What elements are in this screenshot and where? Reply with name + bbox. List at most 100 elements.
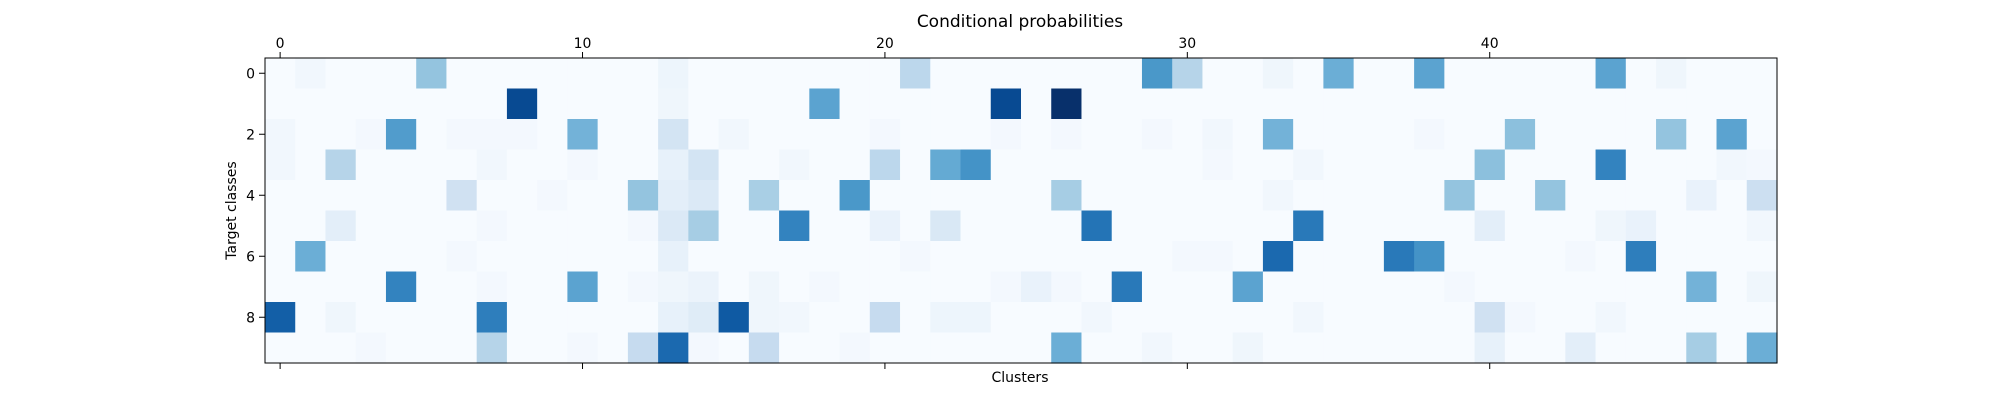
heatmap-cell-r4-c23 [960, 180, 992, 212]
heatmap-cell-r4-c16 [748, 180, 780, 212]
heatmap-cell-r1-c44 [1595, 88, 1627, 120]
heatmap-cell-r4-c15 [718, 180, 750, 212]
heatmap-cell-r4-c4 [385, 180, 417, 212]
heatmap-cell-r6-c0 [265, 241, 296, 273]
heatmap-cell-r0-c9 [537, 58, 568, 90]
y-tick-label-6: 6 [246, 249, 255, 265]
heatmap-cell-r4-c2 [325, 180, 357, 212]
heatmap-cell-r4-c19 [839, 180, 871, 212]
heatmap-cell-r8-c29 [1141, 302, 1173, 334]
heatmap-cell-r3-c33 [1262, 149, 1294, 181]
heatmap-cell-r1-c41 [1504, 88, 1536, 120]
heatmap-cell-r0-c15 [718, 58, 750, 90]
heatmap-cell-r7-c17 [779, 271, 810, 303]
heatmap-cell-r7-c25 [1021, 271, 1052, 303]
heatmap-cell-r6-c39 [1444, 241, 1476, 273]
heatmap-cell-r9-c30 [1172, 332, 1204, 364]
heatmap-cell-r5-c28 [1111, 210, 1143, 242]
x-tick-label-30: 30 [1178, 36, 1196, 52]
heatmap-cell-r3-c38 [1414, 149, 1445, 181]
heatmap-cell-r2-c32 [1232, 119, 1264, 151]
heatmap-cell-r2-c5 [416, 119, 448, 151]
heatmap-cell-r1-c36 [1353, 88, 1385, 120]
heatmap-cell-r9-c24 [990, 332, 1022, 364]
heatmap-cell-r3-c26 [1051, 149, 1083, 181]
heatmap-cell-r6-c19 [839, 241, 871, 273]
heatmap-cell-r9-c1 [295, 332, 327, 364]
heatmap-cell-r7-c1 [295, 271, 327, 303]
heatmap-cell-r3-c17 [779, 149, 810, 181]
heatmap-cell-r7-c15 [718, 271, 750, 303]
heatmap-cell-r8-c21 [900, 302, 931, 334]
heatmap-cell-r8-c6 [446, 302, 478, 334]
heatmap-cell-r7-c26 [1051, 271, 1083, 303]
heatmap-cell-r1-c22 [930, 88, 962, 120]
heatmap-cell-r5-c23 [960, 210, 992, 242]
heatmap-cell-r4-c30 [1172, 180, 1204, 212]
heatmap-cell-r9-c29 [1141, 332, 1173, 364]
heatmap-cell-r5-c1 [295, 210, 327, 242]
heatmap-cell-r1-c5 [416, 88, 448, 120]
heatmap-cell-r5-c37 [1383, 210, 1415, 242]
heatmap-cell-r9-c34 [1293, 332, 1324, 364]
heatmap-cell-r3-c0 [265, 149, 296, 181]
heatmap-cell-r5-c18 [809, 210, 841, 242]
heatmap-cell-r1-c35 [1323, 88, 1355, 120]
heatmap-cell-r8-c9 [537, 302, 568, 334]
heatmap-cell-r6-c34 [1293, 241, 1324, 273]
heatmap-cell-r9-c17 [779, 332, 810, 364]
heatmap-cell-r5-c13 [658, 210, 689, 242]
heatmap-cell-r5-c2 [325, 210, 357, 242]
heatmap-cell-r5-c6 [446, 210, 478, 242]
heatmap-cell-r7-c13 [658, 271, 689, 303]
heatmap-cell-r3-c43 [1565, 149, 1597, 181]
heatmap-cell-r5-c3 [355, 210, 387, 242]
heatmap-cell-r6-c7 [476, 241, 508, 273]
heatmap-cell-r2-c45 [1625, 119, 1657, 151]
heatmap-cell-r6-c2 [325, 241, 357, 273]
heatmap-cell-r2-c29 [1141, 119, 1173, 151]
heatmap-cell-r5-c38 [1414, 210, 1445, 242]
heatmap-cell-r6-c26 [1051, 241, 1083, 273]
heatmap-cell-r0-c48 [1716, 58, 1748, 90]
heatmap-cell-r2-c21 [900, 119, 931, 151]
heatmap-cell-r1-c46 [1656, 88, 1687, 120]
heatmap-cell-r1-c24 [990, 88, 1022, 120]
heatmap-cell-r7-c11 [597, 271, 629, 303]
heatmap-cell-r9-c48 [1716, 332, 1748, 364]
heatmap-cell-r2-c27 [1081, 119, 1113, 151]
heatmap-cell-r1-c47 [1686, 88, 1718, 120]
heatmap-cell-r6-c42 [1535, 241, 1566, 273]
heatmap-cell-r1-c29 [1141, 88, 1173, 120]
heatmap-cell-r2-c49 [1746, 119, 1778, 151]
heatmap-cell-r2-c13 [658, 119, 689, 151]
heatmap-cell-r5-c20 [869, 210, 901, 242]
heatmap-cell-r7-c32 [1232, 271, 1264, 303]
heatmap-cell-r9-c39 [1444, 332, 1476, 364]
heatmap-cell-r6-c27 [1081, 241, 1113, 273]
heatmap-cell-r0-c5 [416, 58, 448, 90]
heatmap-cell-r5-c33 [1262, 210, 1294, 242]
heatmap-cell-r9-c0 [265, 332, 296, 364]
heatmap-cell-r5-c39 [1444, 210, 1476, 242]
heatmap-cell-r0-c25 [1021, 58, 1052, 90]
heatmap-cell-r8-c43 [1565, 302, 1597, 334]
heatmap-cell-r2-c43 [1565, 119, 1597, 151]
heatmap-cell-r1-c9 [537, 88, 568, 120]
heatmap-cell-r8-c5 [416, 302, 448, 334]
heatmap-cell-r6-c4 [385, 241, 417, 273]
heatmap-cell-r2-c6 [446, 119, 478, 151]
heatmap-cell-r4-c27 [1081, 180, 1113, 212]
heatmap-cell-r8-c40 [1474, 302, 1506, 334]
heatmap-cell-r6-c32 [1232, 241, 1264, 273]
heatmap-cell-r9-c33 [1262, 332, 1294, 364]
heatmap-cell-r5-c7 [476, 210, 508, 242]
heatmap-cell-r6-c47 [1686, 241, 1718, 273]
heatmap-cell-r6-c44 [1595, 241, 1627, 273]
x-tick-label-0: 0 [276, 36, 285, 52]
heatmap-cell-r5-c47 [1686, 210, 1718, 242]
heatmap-cell-r6-c38 [1414, 241, 1445, 273]
heatmap-cell-r8-c39 [1444, 302, 1476, 334]
heatmap-cell-r1-c23 [960, 88, 992, 120]
heatmap-cell-r2-c11 [597, 119, 629, 151]
